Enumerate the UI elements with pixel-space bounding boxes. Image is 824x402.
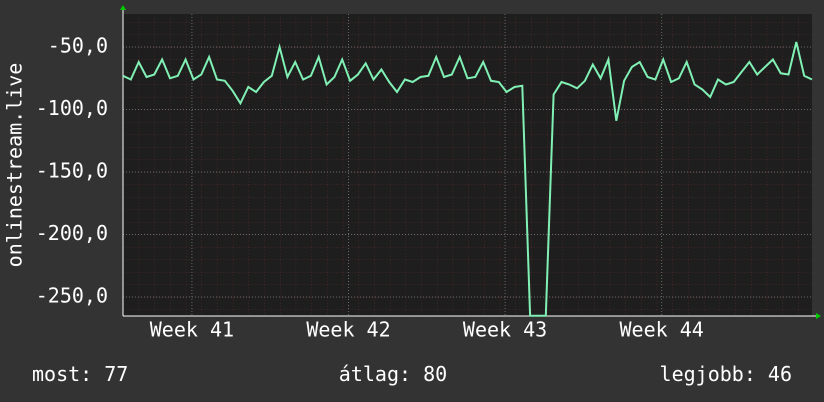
stat-label: legjobb: bbox=[660, 362, 756, 386]
stat: most: 77 bbox=[32, 362, 128, 386]
y-tick-label: -150,0 bbox=[36, 159, 108, 183]
x-arrow bbox=[816, 313, 821, 319]
x-tick-label: Week 44 bbox=[620, 318, 704, 342]
x-tick-label: Week 43 bbox=[463, 318, 547, 342]
stat: átlag: 80 bbox=[339, 362, 447, 386]
stats: most: 77 átlag: 80 legjobb: 46 bbox=[32, 362, 792, 386]
stat-value: 46 bbox=[768, 362, 792, 386]
y-tick-label: -50,0 bbox=[48, 34, 108, 58]
minor-grid bbox=[123, 14, 812, 316]
y-tick-label: -250,0 bbox=[36, 284, 108, 308]
stat-value: 77 bbox=[104, 362, 128, 386]
y-arrow bbox=[120, 5, 126, 10]
y-axis-label: onlinestream.live bbox=[3, 63, 27, 268]
x-tick-label: Week 42 bbox=[306, 318, 390, 342]
stat-value: 80 bbox=[423, 362, 447, 386]
x-tick-label: Week 41 bbox=[150, 318, 234, 342]
stat-label: átlag: bbox=[339, 362, 411, 386]
stat-label: most: bbox=[32, 362, 92, 386]
data-line bbox=[122, 41, 813, 317]
stat: legjobb: 46 bbox=[660, 362, 792, 386]
y-tick-label: -200,0 bbox=[36, 221, 108, 245]
y-tick-label: -100,0 bbox=[36, 96, 108, 120]
